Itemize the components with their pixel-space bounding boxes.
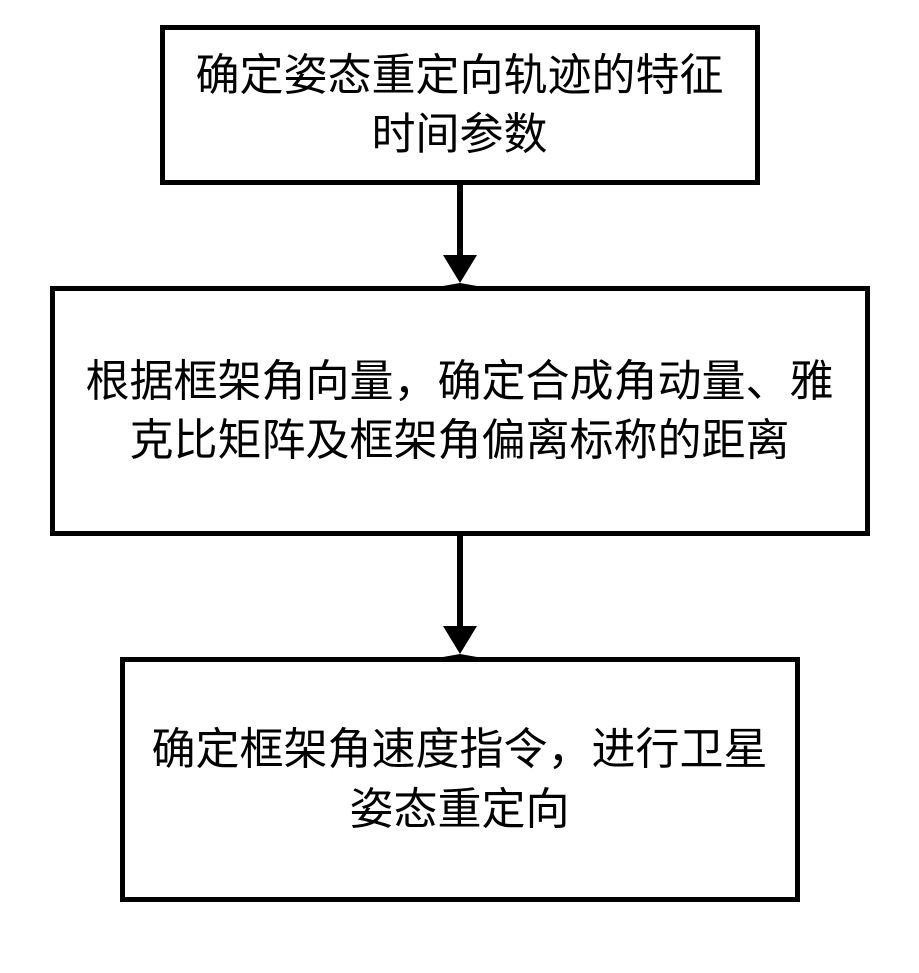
arrow-down-icon — [443, 626, 477, 657]
flowchart-box-3: 确定框架角速度指令，进行卫星姿态重定向 — [120, 657, 800, 902]
arrow-1-line — [457, 185, 463, 255]
flowchart-box-1: 确定姿态重定向轨迹的特征时间参数 — [160, 25, 760, 185]
arrow-2 — [443, 536, 477, 657]
flowchart-container: 确定姿态重定向轨迹的特征时间参数 根据框架角向量，确定合成角动量、雅克比矩阵及框… — [0, 25, 919, 902]
arrow-2-line — [457, 536, 463, 626]
box-2-text: 根据框架角向量，确定合成角动量、雅克比矩阵及框架角偏离标称的距离 — [75, 352, 845, 471]
arrow-1 — [443, 185, 477, 286]
flowchart-box-2: 根据框架角向量，确定合成角动量、雅克比矩阵及框架角偏离标称的距离 — [50, 286, 870, 536]
box-1-text: 确定姿态重定向轨迹的特征时间参数 — [185, 46, 735, 165]
arrow-down-icon — [443, 255, 477, 286]
box-3-text: 确定框架角速度指令，进行卫星姿态重定向 — [145, 720, 775, 839]
